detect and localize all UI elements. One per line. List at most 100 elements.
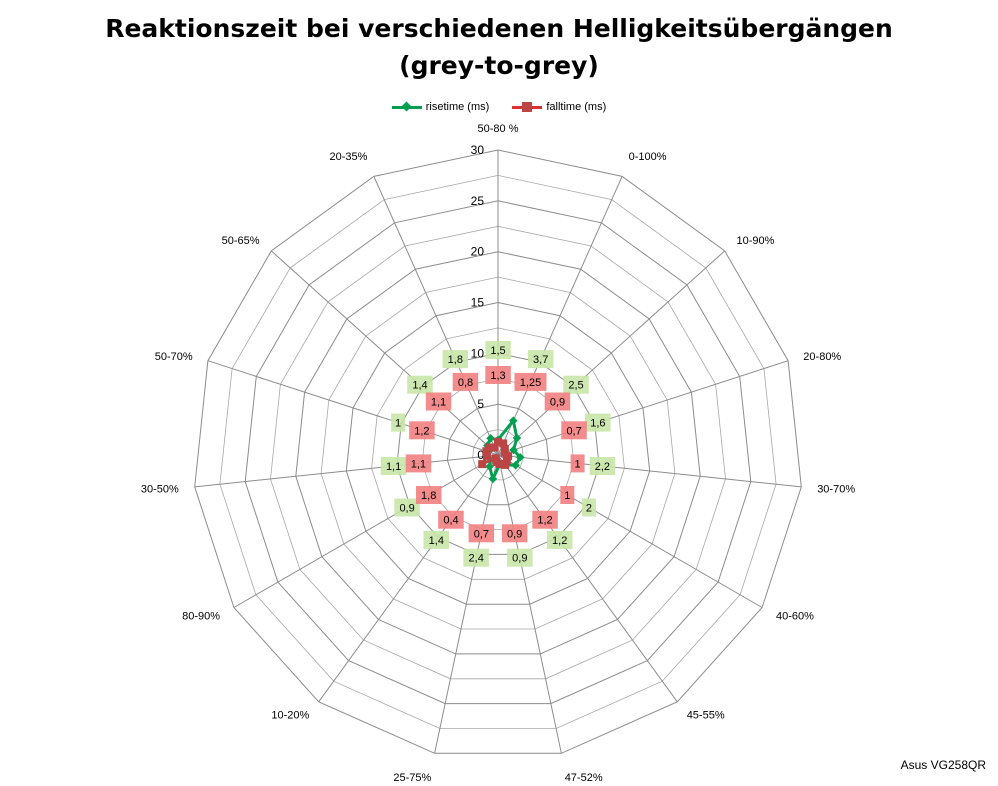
spoke-1 — [497, 176, 623, 456]
svg-text:1,6: 1,6 — [590, 418, 605, 430]
risetime-point — [488, 474, 498, 484]
grid-minor-ring — [219, 174, 777, 729]
category-label: 20-35% — [329, 151, 367, 163]
grid-ring-20 — [295, 251, 701, 655]
spoke-3 — [497, 360, 789, 456]
risetime-data-label: 2 — [581, 498, 596, 517]
grid-ring-10 — [396, 352, 600, 555]
svg-text:0,9: 0,9 — [399, 503, 414, 515]
svg-text:0,9: 0,9 — [550, 397, 565, 409]
chart-legend: risetime (ms) falltime (ms) — [0, 101, 998, 115]
falltime-data-label: 0,9 — [501, 524, 528, 543]
risetime-data-label: 1,1 — [380, 457, 407, 475]
falltime-point — [485, 443, 494, 452]
risetime-data-label: 1,8 — [442, 350, 468, 369]
grid-ring-30 — [194, 149, 802, 754]
svg-text:0,4: 0,4 — [443, 515, 458, 527]
spoke-13 — [270, 250, 499, 456]
risetime-data-label: 3,7 — [528, 350, 554, 369]
risetime-data-label: 2,2 — [589, 457, 616, 475]
svg-text:1: 1 — [564, 490, 570, 502]
grid-minor-ring — [371, 327, 625, 580]
chart-title-line-2: (grey-to-grey) — [399, 51, 599, 80]
legend-label-risetime: risetime (ms) — [425, 101, 490, 113]
risetime-data-label: 1 — [391, 413, 406, 432]
svg-text:1,1: 1,1 — [386, 461, 401, 473]
falltime-point — [499, 439, 508, 448]
spoke-11 — [194, 454, 499, 488]
r-tick-label: 0 — [477, 448, 484, 462]
svg-text:1,4: 1,4 — [429, 535, 444, 547]
grid-minor-ring — [320, 276, 676, 630]
spoke-10 — [233, 454, 499, 608]
falltime-data-label: 0,7 — [561, 421, 587, 440]
falltime-data-label: 1 — [560, 486, 575, 504]
spoke-5 — [497, 454, 763, 608]
svg-text:1,1: 1,1 — [411, 458, 426, 470]
falltime-data-label: 0,4 — [438, 510, 464, 529]
svg-text:2,5: 2,5 — [568, 380, 583, 392]
risetime-data-label: 1,5 — [485, 341, 511, 359]
legend-label-falltime: falltime (ms) — [546, 101, 607, 113]
spoke-8 — [434, 454, 499, 754]
falltime-data-label: 1,8 — [416, 486, 442, 504]
falltime-data-label: 1,2 — [409, 421, 435, 440]
svg-text:0,7: 0,7 — [474, 528, 489, 540]
falltime-point — [482, 452, 491, 461]
legend-diamond-icon — [391, 102, 422, 112]
grid-minor-ring — [270, 225, 726, 680]
radar-grid — [194, 149, 802, 754]
svg-text:2,4: 2,4 — [469, 553, 484, 565]
risetime-data-label: 1,4 — [423, 530, 449, 549]
falltime-point — [494, 437, 502, 446]
grid-ring-15 — [345, 301, 651, 605]
risetime-point — [486, 434, 495, 443]
svg-text:1,2: 1,2 — [537, 515, 552, 527]
svg-text:0,7: 0,7 — [566, 425, 581, 437]
falltime-data-label: 1,2 — [532, 510, 558, 529]
r-tick-label: 5 — [477, 397, 484, 411]
category-label: 30-70% — [817, 484, 855, 496]
legend-square-icon — [512, 102, 543, 112]
legend-item-falltime: falltime (ms) — [512, 101, 606, 113]
falltime-data-label: 1,25 — [514, 372, 547, 391]
falltime-point — [501, 460, 510, 469]
category-label: 50-80 % — [478, 123, 519, 135]
chart-title-line-1: Reaktionszeit bei verschiedenen Helligke… — [105, 14, 893, 43]
svg-text:1: 1 — [395, 418, 401, 430]
category-label: 10-90% — [737, 235, 775, 247]
risetime-data-label: 2,4 — [463, 548, 489, 567]
category-label: 45-55% — [687, 710, 725, 722]
spoke-14 — [373, 176, 499, 456]
falltime-data-label: 1,3 — [485, 366, 511, 384]
falltime-data-label: 1,1 — [405, 454, 432, 473]
spoke-2 — [497, 250, 726, 456]
category-label: 50-65% — [222, 235, 260, 247]
svg-text:1,4: 1,4 — [412, 380, 427, 392]
radial-tick-labels: 0 5 10 15 20 25 30 — [471, 143, 485, 462]
data-labels: 1,5 3,7 2,5 1,6 2,2 2 1,2 0,9 2,4 1,4 0,9 1,1 1 1,4 1,… — [380, 341, 616, 567]
svg-text:1,2: 1,2 — [414, 425, 429, 437]
falltime-data-label: 1 — [570, 454, 585, 473]
grid-ring-25 — [244, 200, 752, 705]
category-label: 10-20% — [271, 710, 309, 722]
svg-text:0,9: 0,9 — [507, 528, 522, 540]
svg-text:1: 1 — [575, 458, 581, 470]
risetime-point — [512, 433, 522, 443]
falltime-data-label: 0,9 — [544, 392, 571, 411]
category-label: 80-90% — [182, 611, 220, 623]
svg-text:2,2: 2,2 — [595, 461, 610, 473]
svg-text:1,2: 1,2 — [552, 535, 567, 547]
category-labels: 50-80 % 0-100% 10-90% 20-80% 30-70% 40-60% 45-… — [141, 123, 855, 784]
falltime-point — [502, 456, 511, 465]
spoke-6 — [497, 454, 678, 703]
spoke-9 — [318, 454, 499, 703]
category-label: 20-80% — [803, 351, 841, 363]
svg-text:0,9: 0,9 — [512, 553, 527, 565]
svg-text:3,7: 3,7 — [533, 354, 548, 366]
grid-minor-ring — [472, 429, 524, 481]
risetime-data-label: 0,9 — [507, 548, 533, 567]
risetime-data-label: 0,9 — [394, 498, 420, 517]
series-lines — [478, 416, 525, 484]
